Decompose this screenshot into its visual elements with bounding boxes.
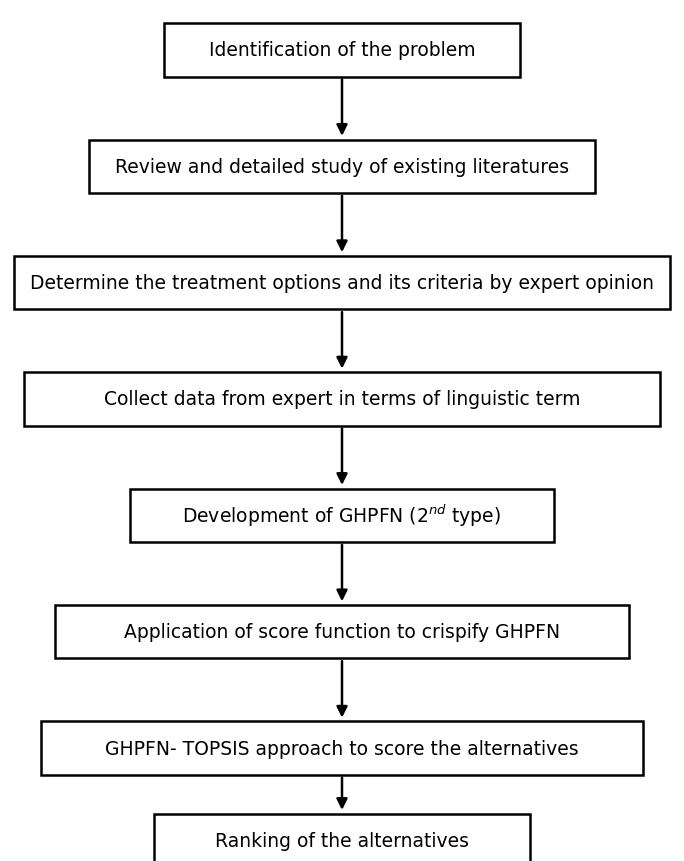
FancyBboxPatch shape (154, 814, 530, 861)
FancyBboxPatch shape (164, 24, 520, 77)
FancyBboxPatch shape (14, 257, 670, 310)
FancyBboxPatch shape (89, 140, 595, 194)
FancyBboxPatch shape (41, 722, 643, 775)
FancyBboxPatch shape (130, 489, 554, 542)
Text: GHPFN- TOPSIS approach to score the alternatives: GHPFN- TOPSIS approach to score the alte… (105, 739, 579, 758)
FancyBboxPatch shape (24, 373, 660, 426)
Text: Determine the treatment options and its criteria by expert opinion: Determine the treatment options and its … (30, 274, 654, 293)
Text: Collect data from expert in terms of linguistic term: Collect data from expert in terms of lin… (104, 390, 580, 409)
Text: Application of score function to crispify GHPFN: Application of score function to crispif… (124, 623, 560, 641)
Text: Development of GHPFN (2$^{nd}$ type): Development of GHPFN (2$^{nd}$ type) (183, 503, 501, 529)
Text: Review and detailed study of existing literatures: Review and detailed study of existing li… (115, 158, 569, 177)
FancyBboxPatch shape (55, 605, 629, 659)
Text: Ranking of the alternatives: Ranking of the alternatives (215, 831, 469, 850)
Text: Identification of the problem: Identification of the problem (209, 41, 475, 60)
